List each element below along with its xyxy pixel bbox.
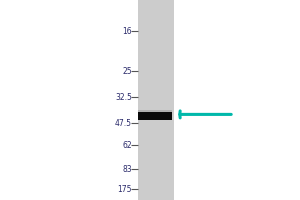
Text: 32.5: 32.5	[115, 92, 132, 102]
Text: 16: 16	[122, 26, 132, 36]
Text: 83: 83	[122, 164, 132, 173]
Bar	[138, 0, 174, 200]
Text: 25: 25	[122, 66, 132, 75]
Text: 175: 175	[118, 184, 132, 194]
Bar	[138, 110, 172, 112]
Text: 62: 62	[122, 140, 132, 149]
Bar	[138, 112, 172, 120]
Text: 47.5: 47.5	[115, 118, 132, 128]
